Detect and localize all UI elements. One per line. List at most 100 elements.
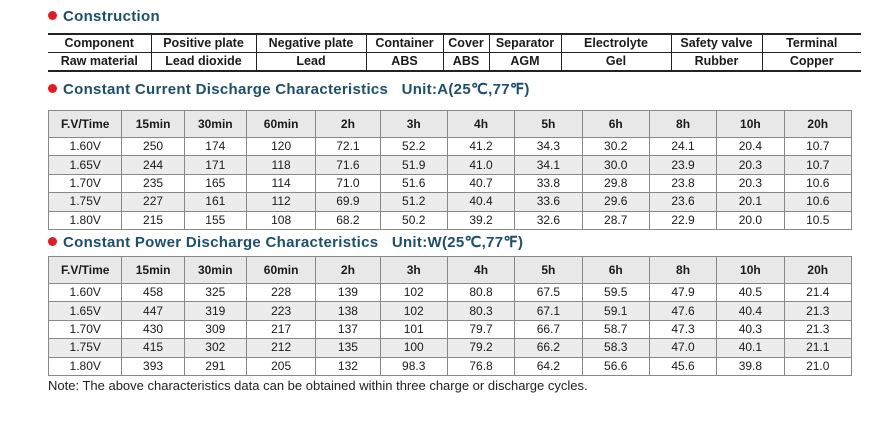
value-cell: 23.9 <box>648 155 718 175</box>
construction-cell: ABS <box>442 52 490 72</box>
construction-cell: Lead dioxide <box>150 52 257 72</box>
bullet-dot-icon <box>48 237 57 246</box>
construction-header-cell: Container <box>365 33 444 53</box>
value-cell: 66.2 <box>514 338 583 358</box>
column-header: 8h <box>648 110 718 138</box>
value-cell: 64.2 <box>514 356 583 376</box>
value-cell: 23.8 <box>648 173 718 194</box>
value-cell: 71.0 <box>315 173 381 194</box>
value-cell: 132 <box>315 356 381 376</box>
value-cell: 29.6 <box>581 192 650 212</box>
value-cell: 319 <box>183 301 247 321</box>
value-cell: 139 <box>315 282 381 303</box>
construction-cell: Copper <box>761 52 861 72</box>
value-cell: 10.6 <box>783 192 853 212</box>
value-cell: 32.6 <box>514 210 583 230</box>
value-cell: 23.6 <box>648 192 718 212</box>
value-cell: 59.1 <box>581 301 650 321</box>
value-cell: 69.9 <box>315 192 381 212</box>
value-cell: 250 <box>121 136 185 157</box>
value-cell: 67.5 <box>514 282 583 303</box>
column-header: 2h <box>315 256 381 284</box>
column-header: 6h <box>581 256 650 284</box>
construction-header-row: Component Positive plate Negative plate … <box>48 33 861 53</box>
column-header: 10h <box>716 256 785 284</box>
value-cell: 21.3 <box>783 301 853 321</box>
column-header: 4h <box>446 110 516 138</box>
value-cell: 98.3 <box>379 356 448 376</box>
value-cell: 161 <box>183 192 247 212</box>
current-heading: Constant Current Discharge Characteristi… <box>48 80 530 98</box>
table-row: 1.60V 458 325 228 139 102 80.8 67.5 59.5 47.9 40.5… <box>47 282 853 303</box>
value-cell: 458 <box>121 282 185 303</box>
value-cell: 244 <box>121 155 185 175</box>
construction-header-cell: Positive plate <box>150 33 257 53</box>
value-cell: 10.7 <box>783 136 853 157</box>
value-cell: 174 <box>183 136 247 157</box>
value-cell: 393 <box>121 356 185 376</box>
value-cell: 40.1 <box>716 338 785 358</box>
value-cell: 100 <box>379 338 448 358</box>
column-header: 5h <box>514 256 583 284</box>
construction-cell: ABS <box>365 52 444 72</box>
value-cell: 118 <box>245 155 317 175</box>
value-cell: 101 <box>379 319 448 340</box>
value-cell: 217 <box>245 319 317 340</box>
voltage-cell: 1.65V <box>47 155 123 175</box>
value-cell: 45.6 <box>648 356 718 376</box>
value-cell: 235 <box>121 173 185 194</box>
value-cell: 80.8 <box>446 282 516 303</box>
value-cell: 302 <box>183 338 247 358</box>
construction-material-row: Raw material Lead dioxide Lead ABS ABS A… <box>48 52 861 72</box>
construction-title: Construction <box>63 8 160 25</box>
value-cell: 309 <box>183 319 247 340</box>
value-cell: 66.7 <box>514 319 583 340</box>
value-cell: 34.3 <box>514 136 583 157</box>
column-header: 60min <box>245 256 317 284</box>
construction-cell: Raw material <box>48 52 152 72</box>
column-header: 2h <box>315 110 381 138</box>
value-cell: 228 <box>245 282 317 303</box>
value-cell: 102 <box>379 301 448 321</box>
value-cell: 80.3 <box>446 301 516 321</box>
value-cell: 447 <box>121 301 185 321</box>
construction-header-cell: Component <box>48 33 152 53</box>
value-cell: 30.0 <box>581 155 650 175</box>
column-header: 10h <box>716 110 785 138</box>
value-cell: 39.8 <box>716 356 785 376</box>
value-cell: 41.0 <box>446 155 516 175</box>
value-cell: 20.3 <box>716 155 785 175</box>
value-cell: 50.2 <box>379 210 448 230</box>
value-cell: 41.2 <box>446 136 516 157</box>
column-header: 30min <box>183 110 247 138</box>
voltage-cell: 1.75V <box>47 192 123 212</box>
value-cell: 52.2 <box>379 136 448 157</box>
value-cell: 24.1 <box>648 136 718 157</box>
column-header: 3h <box>379 110 448 138</box>
bullet-dot-icon <box>48 84 57 93</box>
value-cell: 40.3 <box>716 319 785 340</box>
value-cell: 10.7 <box>783 155 853 175</box>
value-cell: 291 <box>183 356 247 376</box>
value-cell: 40.5 <box>716 282 785 303</box>
value-cell: 51.6 <box>379 173 448 194</box>
value-cell: 59.5 <box>581 282 650 303</box>
value-cell: 223 <box>245 301 317 321</box>
voltage-cell: 1.60V <box>47 282 123 303</box>
table-row: 1.65V 447 319 223 138 102 80.3 67.1 59.1 47.6 40.4… <box>47 301 853 321</box>
value-cell: 40.4 <box>716 301 785 321</box>
value-cell: 67.1 <box>514 301 583 321</box>
value-cell: 114 <box>245 173 317 194</box>
current-header-row: F.V/Time 15min 30min 60min 2h 3h 4h 5h 6h 8h 10h 20… <box>47 110 853 138</box>
construction-cell: Lead <box>255 52 367 72</box>
value-cell: 430 <box>121 319 185 340</box>
value-cell: 51.2 <box>379 192 448 212</box>
column-header: 20h <box>783 256 853 284</box>
current-title: Constant Current Discharge Characteristi… <box>63 81 530 98</box>
power-title: Constant Power Discharge Characteristics… <box>63 234 524 251</box>
column-header: 8h <box>648 256 718 284</box>
value-cell: 40.7 <box>446 173 516 194</box>
column-header: 20h <box>783 110 853 138</box>
current-discharge-table: F.V/Time 15min 30min 60min 2h 3h 4h 5h 6h 8h 10h 20… <box>47 110 853 230</box>
voltage-cell: 1.80V <box>47 210 123 230</box>
